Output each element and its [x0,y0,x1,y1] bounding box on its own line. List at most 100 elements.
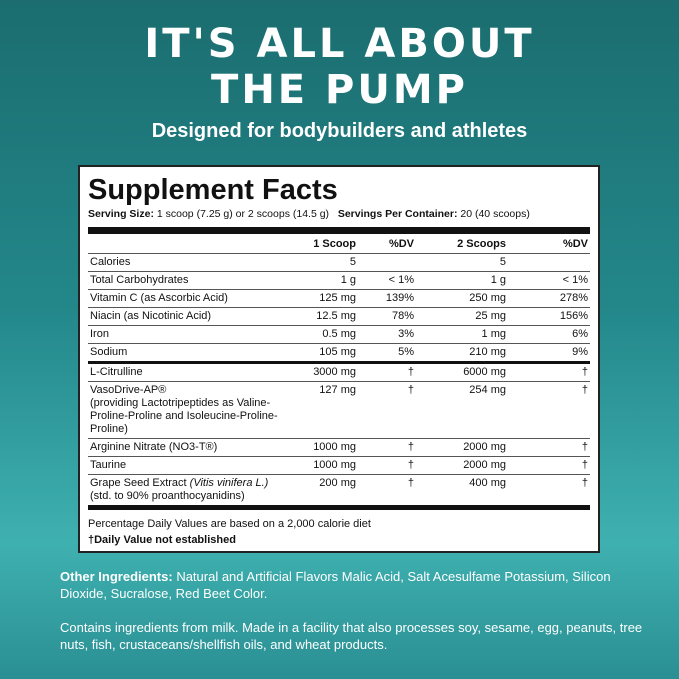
amount: 105 mg [294,343,358,364]
nutrient-name: Sodium [88,343,294,364]
nutrient-name: Arginine Nitrate (NO3-T®) [88,438,294,457]
nutrient-name: Taurine [88,456,294,475]
amount: < 1% [508,271,590,290]
amount: 3% [358,325,416,344]
amount: † [358,474,416,510]
nutrient-row: Calories 5 5 [88,253,590,272]
amount: 254 mg [416,381,508,439]
amount: 6% [508,325,590,344]
amount: 78% [358,307,416,326]
nutrient-name: Grape Seed Extract (Vitis vinifera L.) (s… [88,474,294,510]
amount: 2000 mg [416,438,508,457]
name: Vitamin C (as Ascorbic Acid) [90,292,228,304]
column-header: 1 Scoop [294,230,358,254]
amount: 9% [508,343,590,364]
headline: IT'S ALL ABOUT [144,21,535,67]
other-ingredients: Other Ingredients: Natural and Artificia… [60,568,650,602]
footnote: Percentage Daily Values are based on a 2… [88,518,371,530]
nutrient-name: Calories [88,253,294,272]
amount: † [508,456,590,475]
amount: 3000 mg [294,362,358,382]
facts-panel: Supplement Facts Serving Size: 1 scoop (… [78,165,600,553]
amount: 25 mg [416,307,508,326]
amount: 1000 mg [294,456,358,475]
name: Iron [90,328,109,340]
nutrient-name: Iron [88,325,294,344]
nutrient-name: VasoDrive-AP® (providing Lactotripeptides… [88,381,294,439]
amount: 12.5 mg [294,307,358,326]
amount: 1 mg [416,325,508,344]
name: Total Carbohydrates [90,274,189,286]
name: Niacin (as Nicotinic Acid) [90,310,212,322]
nutrient-row: L-Citrulline 3000 mg † 6000 mg † [88,362,590,382]
note: (std. to 90% proanthocyanidins) [90,490,245,502]
amount: 5 [294,253,358,272]
amount: † [358,438,416,457]
amount: † [358,456,416,475]
header-row: 1 Scoop %DV 2 Scoops %DV [88,230,590,254]
subtitle: Designed for bodybuilders and athletes [151,120,528,142]
nutrient-row: Niacin (as Nicotinic Acid) 12.5 mg 78% 25 m… [88,307,590,326]
nutrient-row: Total Carbohydrates 1 g < 1% 1 g < 1% [88,271,590,290]
nutrient-row: Arginine Nitrate (NO3-T®) 1000 mg † 2000 mg… [88,438,590,457]
latin-name: (Vitis vinifera L.) [189,477,269,489]
amount: < 1% [358,271,416,290]
nutrient-row: VasoDrive-AP® (providing Lactotripeptides… [88,381,590,439]
facts-title: Supplement Facts [88,174,338,206]
name: Sodium [90,346,128,358]
amount: † [508,362,590,382]
name: L-Citrulline [90,366,143,378]
amount: 2000 mg [416,456,508,475]
column-header: %DV [358,230,416,254]
amount: 1 g [416,271,508,290]
amount: 250 mg [416,289,508,308]
nutrient-name: Total Carbohydrates [88,271,294,290]
name: Calories [90,256,131,268]
nutrient-name: L-Citrulline [88,362,294,382]
nutrient-row: Sodium 105 mg 5% 210 mg 9% [88,343,590,364]
amount: 1000 mg [294,438,358,457]
amount [358,253,416,272]
nutrient-row: Iron 0.5 mg 3% 1 mg 6% [88,325,590,344]
nutrient-row: Taurine 1000 mg † 2000 mg † [88,456,590,475]
value: 1 scoop (7.25 g) or 2 scoops (14.5 g) [156,208,330,220]
text: Natural and Artificial Flavors Malic Aci… [60,569,611,601]
nutrient-row: Grape Seed Extract (Vitis vinifera L.) (s… [88,474,590,510]
amount: 200 mg [294,474,358,510]
value: 20 (40 scoops) [460,208,530,220]
headline: THE PUMP [211,67,468,113]
amount: † [358,381,416,439]
ingredients: Other Ingredients: Natural and Artificia… [60,568,650,670]
note: (providing Lactotripeptides as Valine-Pr… [90,397,278,435]
amount: † [508,474,590,510]
amount: 0.5 mg [294,325,358,344]
nutrient-row: Vitamin C (as Ascorbic Acid) 125 mg 139% 25… [88,289,590,308]
nutrient-name: Vitamin C (as Ascorbic Acid) [88,289,294,308]
amount: † [508,438,590,457]
name: VasoDrive-AP® [90,384,167,396]
amount: † [508,381,590,439]
name: Arginine Nitrate (NO3-T®) [90,441,218,453]
amount: 1 g [294,271,358,290]
amount: 400 mg [416,474,508,510]
label: Serving Size: [88,208,154,220]
footnote: †Daily Value not established [88,534,236,546]
label: Servings Per Container: [337,208,458,220]
cell [88,230,294,254]
column-header: %DV [508,230,590,254]
amount: 125 mg [294,289,358,308]
amount [508,253,590,272]
amount: 210 mg [416,343,508,364]
serving-info: Serving Size: 1 scoop (7.25 g) or 2 scoo… [88,208,590,220]
amount: 156% [508,307,590,326]
amount: 5% [358,343,416,364]
amount: 278% [508,289,590,308]
allergens: Contains ingredients from milk. Made in … [60,620,643,652]
amount: 139% [358,289,416,308]
label: Other Ingredients: [60,569,173,584]
name: Taurine [90,459,127,471]
nutrient-name: Niacin (as Nicotinic Acid) [88,307,294,326]
name: Grape Seed Extract [90,477,187,489]
amount: 6000 mg [416,362,508,382]
amount: 5 [416,253,508,272]
